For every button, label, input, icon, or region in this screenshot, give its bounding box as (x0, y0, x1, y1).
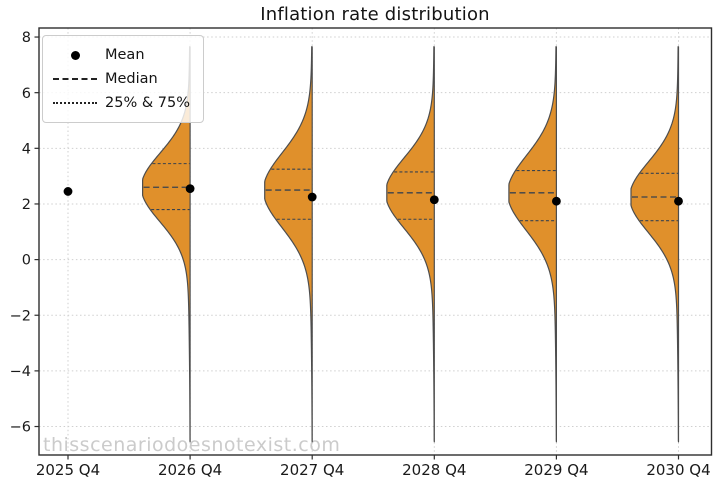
watermark: thisscenariodoesnotexist.com (43, 434, 341, 456)
mean-dot (307, 192, 317, 202)
legend: Mean Median 25% & 75% (42, 35, 204, 123)
y-tick-label: 2 (22, 197, 31, 213)
mean-dot-icon (51, 50, 99, 60)
violin (630, 46, 680, 443)
legend-label-mean: Mean (105, 47, 145, 63)
legend-item-mean: Mean (51, 43, 193, 67)
y-tick-label: 4 (22, 141, 31, 157)
mean-dot (185, 184, 195, 194)
y-tick-label: −4 (10, 364, 31, 380)
y-tick-label: −6 (10, 420, 31, 436)
x-tick-label: 2028 Q4 (402, 461, 466, 479)
violin (264, 46, 313, 443)
violin (508, 46, 557, 443)
y-tick-label: 8 (22, 30, 31, 46)
legend-label-quartiles: 25% & 75% (105, 95, 190, 111)
dashed-line-icon (51, 78, 99, 80)
legend-item-median: Median (51, 67, 193, 91)
y-tick-label: 0 (22, 253, 31, 269)
mean-dot (63, 187, 73, 196)
mean-dot (552, 196, 561, 206)
y-tick-label: 6 (22, 86, 31, 102)
legend-label-median: Median (105, 71, 158, 87)
violin (386, 46, 435, 443)
chart-title: Inflation rate distribution (260, 4, 490, 25)
dotted-line-icon (51, 102, 99, 104)
x-tick-label: 2027 Q4 (280, 461, 344, 479)
x-tick-label: 2025 Q4 (36, 461, 100, 479)
mean-dot (674, 196, 683, 206)
x-tick-label: 2026 Q4 (158, 461, 222, 479)
mean-dot (429, 195, 439, 205)
axes-spine (38, 27, 713, 456)
x-tick-label: 2030 Q4 (646, 461, 710, 479)
x-tick-label: 2029 Q4 (524, 461, 588, 479)
y-tick-label: −2 (10, 308, 31, 324)
legend-item-quartiles: 25% & 75% (51, 91, 193, 115)
